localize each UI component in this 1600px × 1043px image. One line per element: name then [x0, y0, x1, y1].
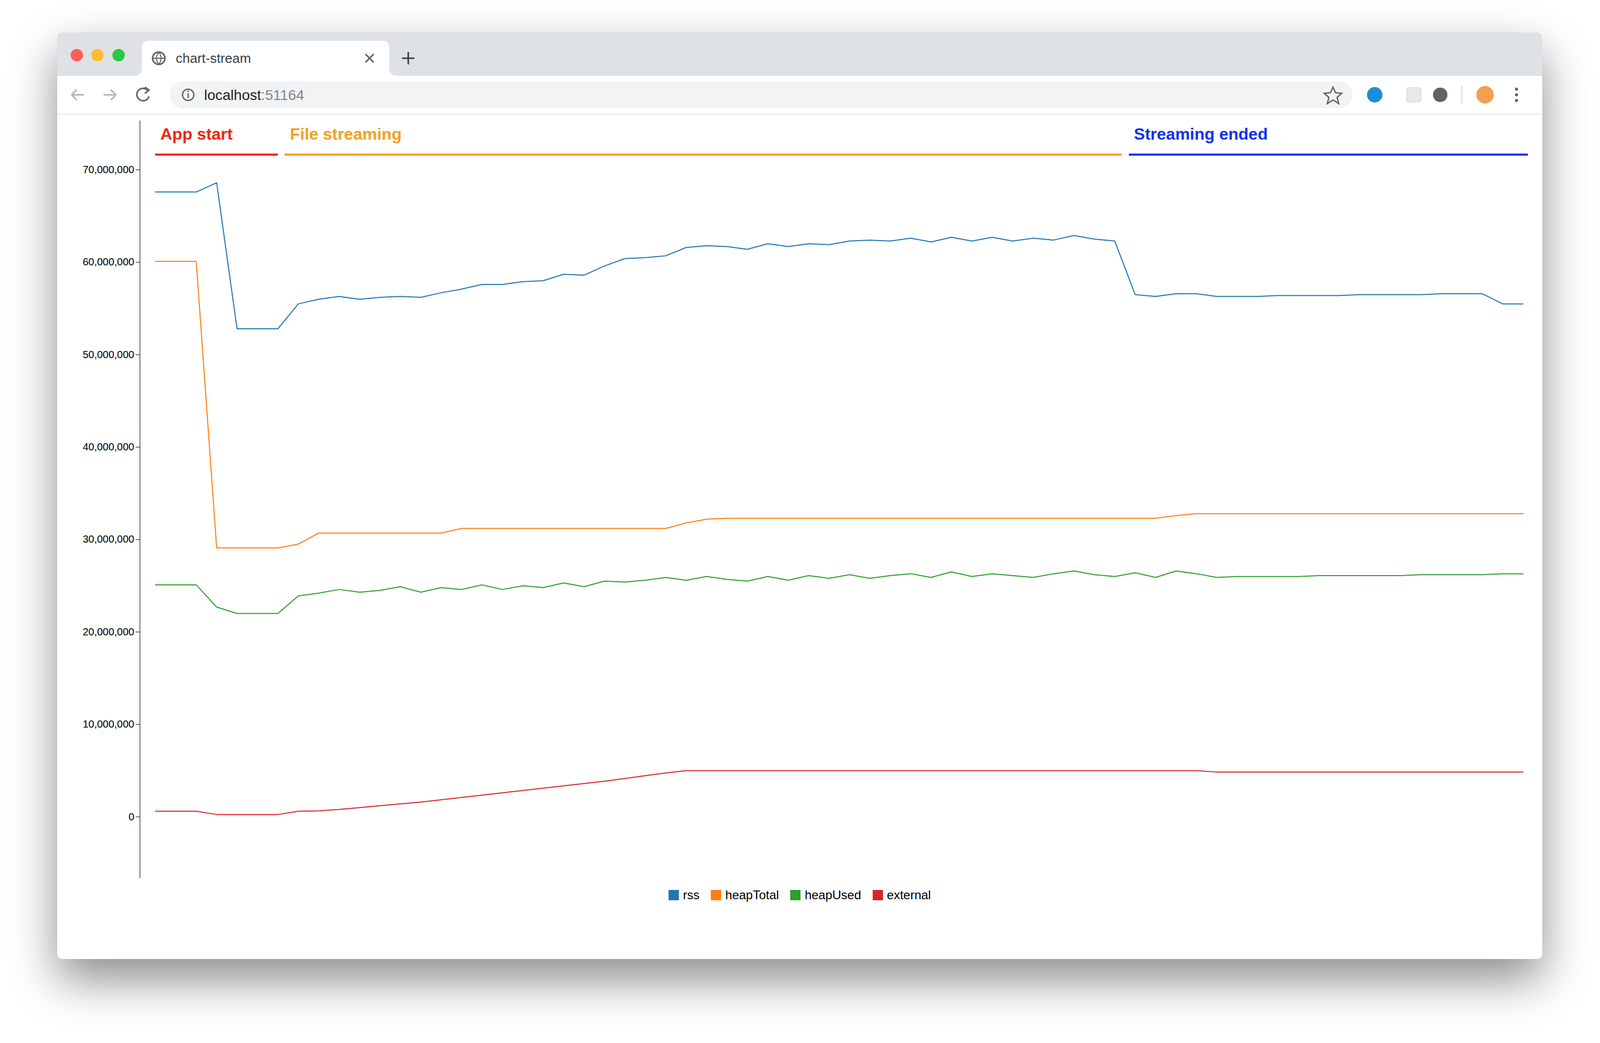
svg-text:50,000,000: 50,000,000	[82, 348, 135, 361]
svg-text:0: 0	[128, 811, 135, 823]
svg-text:10,000,000: 10,000,000	[82, 718, 135, 730]
svg-text:40,000,000: 40,000,000	[82, 441, 135, 453]
svg-text:70,000,000: 70,000,000	[82, 163, 135, 176]
html-text:heapTotal: heapTotal	[725, 888, 779, 903]
html-text:rss: rss	[682, 888, 700, 903]
svg-text:20,000,000: 20,000,000	[82, 626, 135, 638]
html-text:Streaming ended: Streaming ended	[1133, 124, 1268, 144]
html-text:external: external	[886, 888, 931, 903]
svg-text:chart-stream: chart-stream	[175, 50, 252, 66]
svg-text:localhost:51164: localhost:51164	[204, 87, 305, 104]
html-text:heapUsed: heapUsed	[804, 888, 862, 903]
svg-text:30,000,000: 30,000,000	[82, 533, 135, 545]
html-text:File streaming: File streaming	[289, 124, 402, 144]
svg-text:60,000,000: 60,000,000	[82, 256, 135, 268]
html-text:App start: App start	[160, 124, 233, 144]
